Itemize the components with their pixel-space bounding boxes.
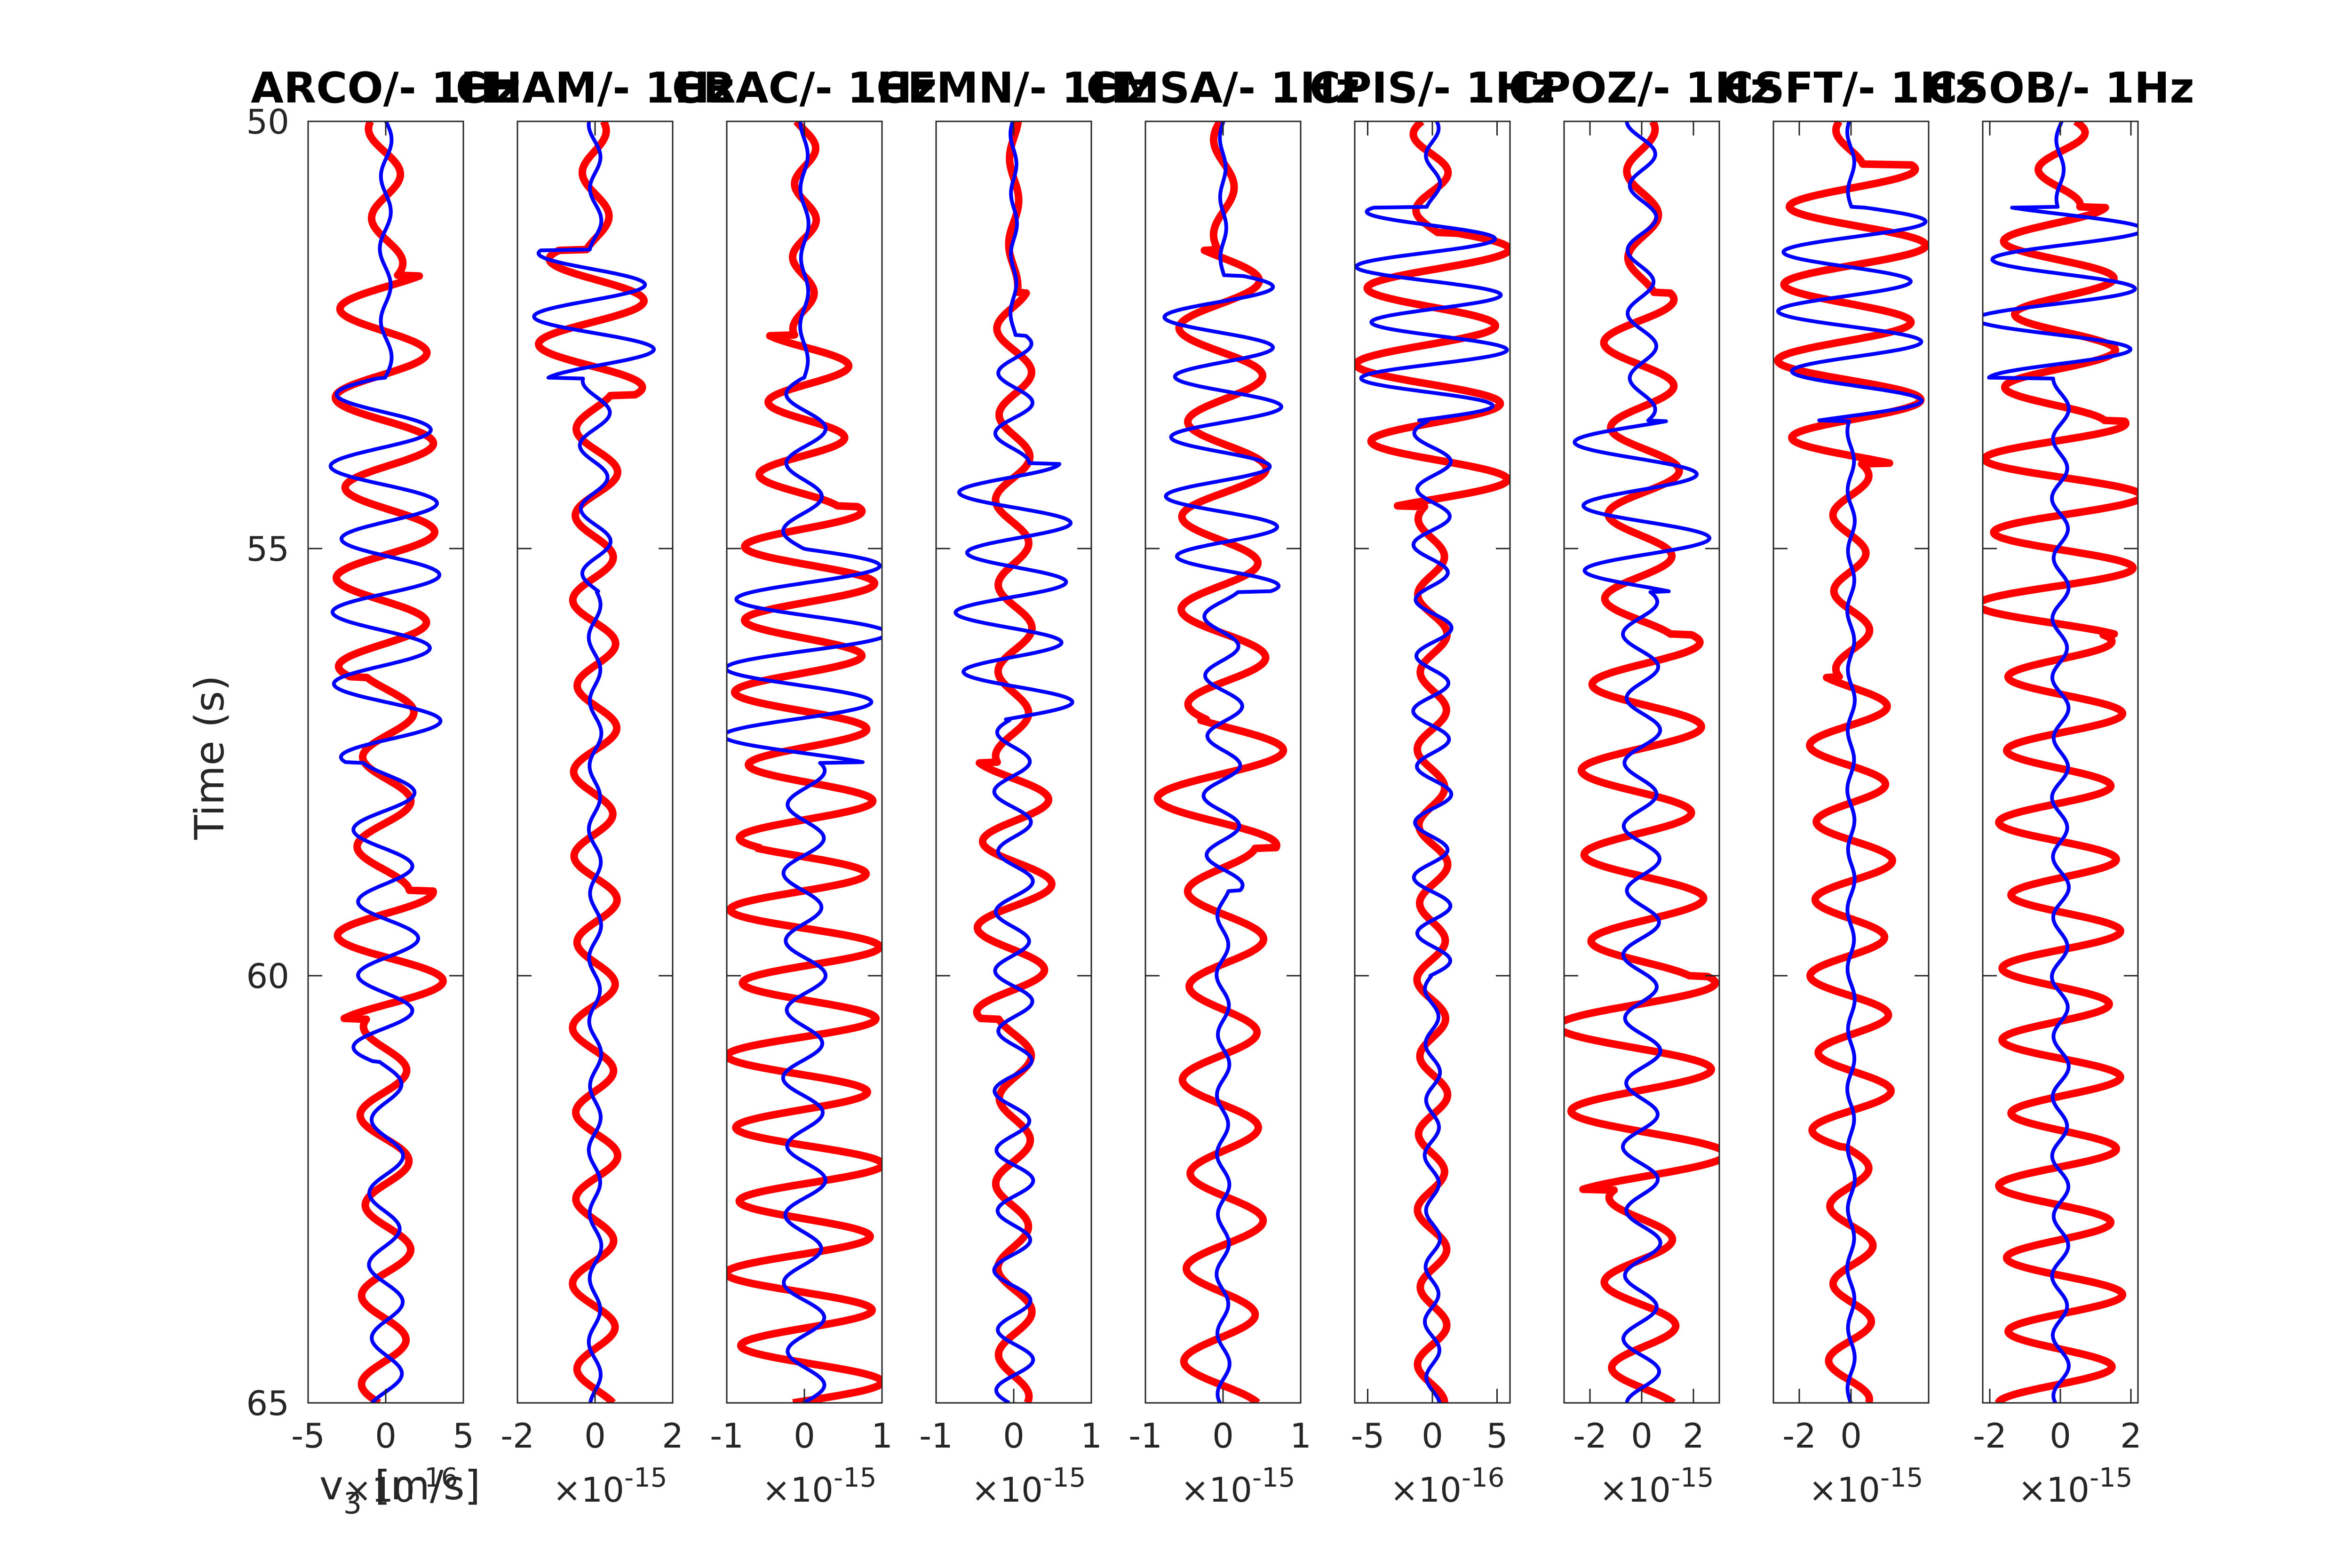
x-tick-label: 0 bbox=[1840, 1416, 1862, 1456]
panel-title-3: CRAC/- 1Hz bbox=[672, 64, 937, 113]
blue-trace-4 bbox=[954, 121, 1074, 1403]
panel-title-8: CSFT/- 1Hz bbox=[1722, 64, 1979, 113]
panel-title-6: CPIS/- 1Hz bbox=[1310, 64, 1555, 113]
x-tick-label: 1 bbox=[1290, 1416, 1311, 1456]
x-tick-label: 2 bbox=[1683, 1416, 1704, 1456]
y-tick-label: 55 bbox=[246, 529, 289, 569]
panel-1: -5 0 5 ARCO/- 1Hz ×10-16 bbox=[251, 64, 520, 1510]
x-tick-label: -2 bbox=[501, 1416, 534, 1456]
x-tick-label: 0 bbox=[584, 1416, 606, 1456]
red-trace-9 bbox=[1983, 121, 2138, 1403]
x-tick-label: 0 bbox=[1212, 1416, 1234, 1456]
red-trace-5 bbox=[1153, 121, 1287, 1403]
panel-2: -2 0 2 CHAM/- 1Hz ×10-15 bbox=[456, 64, 734, 1510]
x-tick-label: -1 bbox=[919, 1416, 953, 1456]
panel-title-7: CPOZ/- 1Hz bbox=[1509, 64, 1775, 113]
y-tick-label: 65 bbox=[246, 1384, 289, 1423]
x-tick-label: 0 bbox=[1003, 1416, 1025, 1456]
blue-trace-2 bbox=[532, 121, 656, 1403]
blue-trace-8 bbox=[1776, 121, 1928, 1403]
y-axis-label: Time (s) bbox=[186, 675, 233, 840]
red-trace-8 bbox=[1774, 121, 1929, 1403]
x-multiplier-6: ×10-16 bbox=[1390, 1463, 1504, 1510]
x-tick-label: -5 bbox=[1351, 1416, 1385, 1456]
x-tick-label: 0 bbox=[794, 1416, 815, 1456]
x-multiplier-1: ×10-16 bbox=[343, 1463, 458, 1510]
panel-title-1: ARCO/- 1Hz bbox=[251, 64, 520, 113]
blue-trace-9 bbox=[1983, 121, 2138, 1403]
x-tick-label: 1 bbox=[871, 1416, 893, 1456]
y-tick-labels: 50 55 60 65 bbox=[246, 102, 289, 1423]
y-tick-label: 60 bbox=[246, 956, 289, 996]
x-tick-label: -2 bbox=[1782, 1416, 1816, 1456]
panel-7: -2 0 2 CPOZ/- 1Hz ×10-15 bbox=[1509, 64, 1775, 1510]
x-tick-label: 0 bbox=[2050, 1416, 2071, 1456]
x-tick-label: 1 bbox=[1081, 1416, 1102, 1456]
x-tick-label: -5 bbox=[291, 1416, 325, 1456]
x-tick-label: -2 bbox=[1573, 1416, 1607, 1456]
x-tick-label: -2 bbox=[1973, 1416, 2007, 1456]
x-tick-label: 2 bbox=[2120, 1416, 2142, 1456]
blue-trace-1 bbox=[328, 121, 443, 1403]
panel-6: -5 0 5 CPIS/- 1Hz ×10-16 bbox=[1310, 64, 1555, 1510]
red-trace-4 bbox=[973, 121, 1056, 1403]
x-multiplier-7: ×10-15 bbox=[1599, 1463, 1714, 1510]
y-tick-label: 50 bbox=[246, 102, 289, 142]
x-tick-label: 0 bbox=[1422, 1416, 1443, 1456]
x-tick-label: 2 bbox=[662, 1416, 683, 1456]
panel-title-2: CHAM/- 1Hz bbox=[456, 64, 734, 113]
x-tick-label: 0 bbox=[375, 1416, 397, 1456]
red-trace-7 bbox=[1564, 121, 1719, 1403]
red-trace-3 bbox=[727, 121, 882, 1403]
panel-title-5: CMSA/- 1Hz bbox=[1086, 64, 1360, 113]
blue-trace-7 bbox=[1573, 121, 1712, 1403]
panel-title-4: CEMN/- 1Hz bbox=[876, 64, 1151, 113]
blue-trace-6 bbox=[1355, 121, 1509, 1403]
red-trace-6 bbox=[1355, 121, 1510, 1403]
blue-trace-5 bbox=[1162, 121, 1283, 1403]
x-multiplier-2: ×10-15 bbox=[553, 1463, 667, 1510]
x-tick-label: 5 bbox=[1486, 1416, 1508, 1456]
blue-trace-3 bbox=[727, 121, 882, 1403]
x-tick-label: -1 bbox=[710, 1416, 744, 1456]
red-trace-2 bbox=[535, 121, 648, 1403]
x-tick-label: 5 bbox=[453, 1416, 474, 1456]
panel-title-9: CSOB/- 1Hz bbox=[1926, 64, 2194, 113]
x-tick-label: 0 bbox=[1631, 1416, 1653, 1456]
x-tick-label: -1 bbox=[1128, 1416, 1162, 1456]
